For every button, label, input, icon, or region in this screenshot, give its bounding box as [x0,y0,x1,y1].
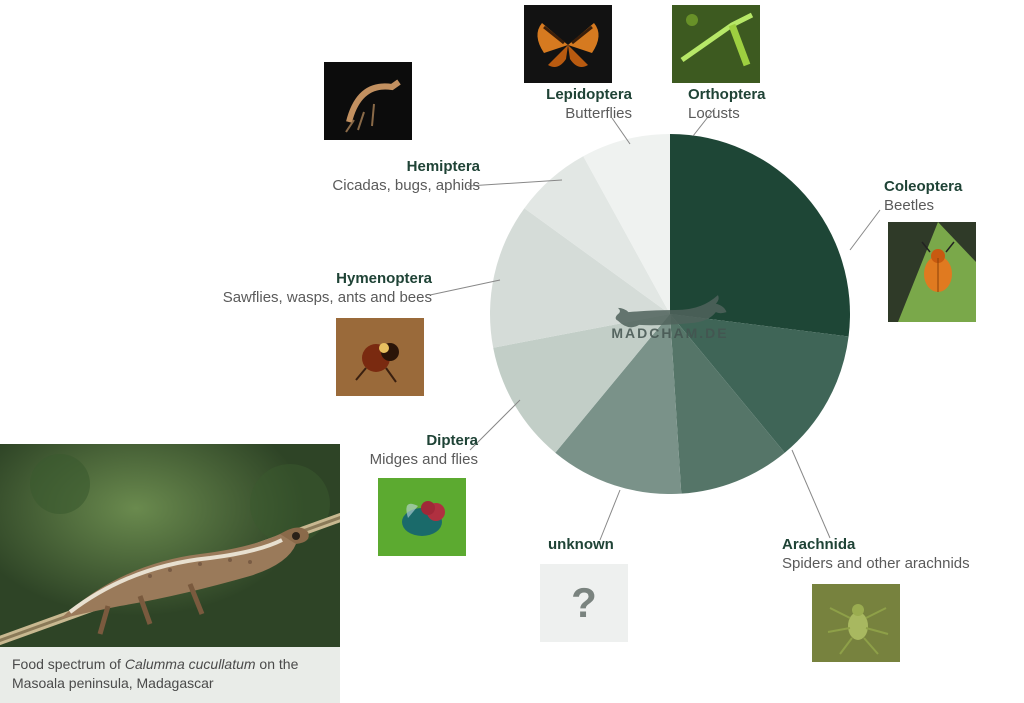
label-common: Spiders and other arachnids [782,555,970,574]
label-order: Lepidoptera [502,86,632,105]
pie-slice-coleoptera [670,134,850,337]
thumb-hemiptera [324,62,412,140]
label-order: Coleoptera [884,178,962,197]
label-hymenoptera: Hymenoptera Sawflies, wasps, ants and be… [192,270,432,308]
label-arachnida: Arachnida Spiders and other arachnids [782,536,970,574]
label-common: Locusts [688,105,766,124]
label-common: Butterflies [502,105,632,124]
label-common: Beetles [884,197,962,216]
caption-species: Calumma cucullatum [125,656,256,672]
caption-pre: Food spectrum of [12,656,125,672]
label-order: Hymenoptera [192,270,432,289]
label-coleoptera: Coleoptera Beetles [884,178,962,216]
label-lepidoptera: Lepidoptera Butterflies [502,86,632,124]
label-order: Arachnida [782,536,970,555]
thumb-unknown: ? [540,564,628,642]
label-orthoptera: Orthoptera Locusts [688,86,766,124]
label-unknown: unknown [548,536,614,555]
pie-chart: MADCHAM.DE [490,134,850,494]
label-order: Diptera [358,432,478,451]
thumb-orthoptera [672,5,760,83]
label-order: Hemiptera [320,158,480,177]
thumb-diptera [378,478,466,556]
hero-photo [0,444,340,659]
thumb-coleoptera [888,222,976,322]
label-common: Cicadas, bugs, aphids [320,177,480,196]
label-diptera: Diptera Midges and flies [358,432,478,470]
caption: Food spectrum of Calumma cucullatum on t… [0,647,340,703]
label-common: Sawflies, wasps, ants and bees [192,289,432,308]
unknown-glyph: ? [571,579,597,627]
label-hemiptera: Hemiptera Cicadas, bugs, aphids [320,158,480,196]
label-order: unknown [548,536,614,555]
thumb-hymenoptera [336,318,424,396]
label-order: Orthoptera [688,86,766,105]
thumb-arachnida [812,584,900,662]
thumb-lepidoptera [524,5,612,83]
label-common: Midges and flies [358,451,478,470]
